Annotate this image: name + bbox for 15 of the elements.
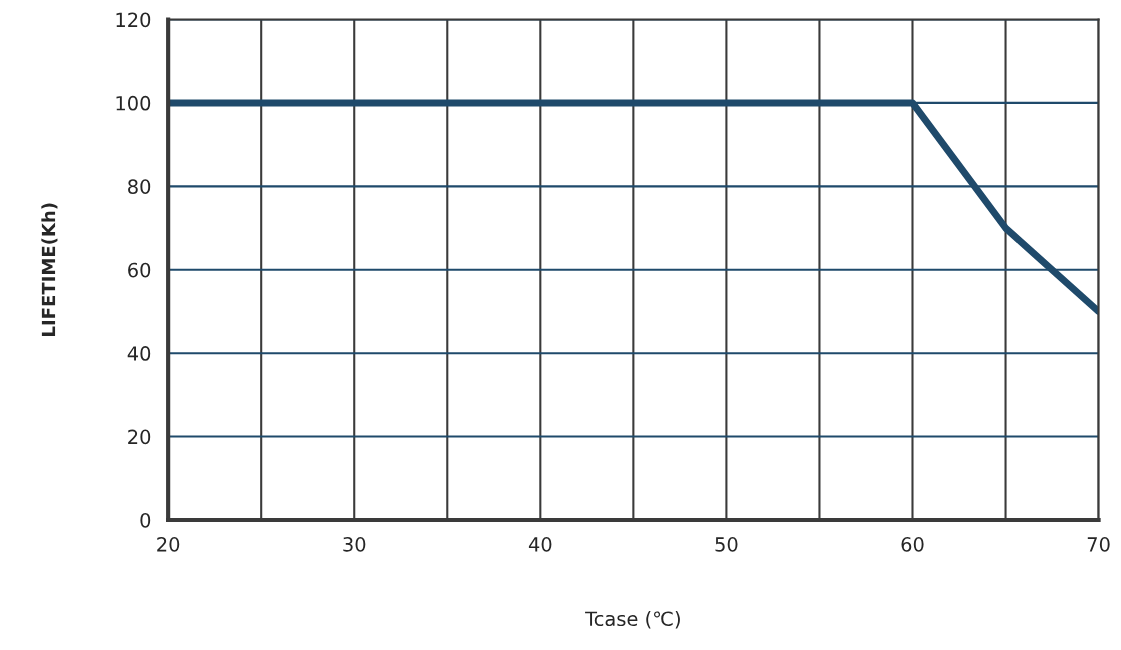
y-tick-label: 0 — [140, 512, 151, 528]
x-tick-label: 60 — [901, 537, 924, 552]
y-tick-label: 120 — [116, 12, 151, 28]
x-tick-label: 30 — [343, 537, 366, 552]
y-axis-title: LIFETIME(Kh) — [41, 203, 58, 336]
x-tick-label: 70 — [1087, 537, 1110, 552]
x-tick-label: 20 — [157, 537, 180, 552]
y-tick-label: 40 — [127, 346, 151, 361]
y-tick-label: 80 — [128, 179, 151, 194]
y-tick-label: 60 — [128, 262, 151, 278]
y-tick-label: 100 — [116, 95, 151, 111]
x-axis-title: Tcase (℃) — [585, 611, 680, 629]
x-tick-label: 50 — [715, 537, 738, 552]
y-tick-label: 20 — [128, 429, 151, 445]
x-tick-label: 40 — [528, 537, 552, 552]
